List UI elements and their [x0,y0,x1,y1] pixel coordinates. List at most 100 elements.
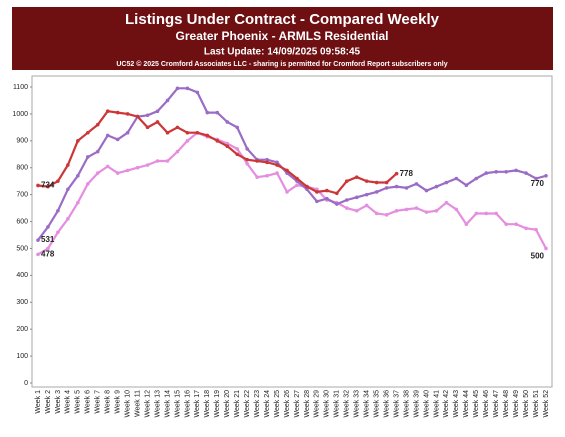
point [125,168,130,173]
point [105,164,110,169]
x-tick-label: Week 34 [364,390,371,418]
point [285,190,289,194]
point [46,225,50,229]
point [364,192,369,197]
point [235,147,240,151]
x-tick-label: Week 2 [45,390,52,414]
point [76,139,80,143]
point [225,144,230,148]
point [195,90,200,95]
point [384,180,389,185]
point [275,160,279,165]
point [205,110,210,115]
x-tick-label: Week 4 [65,390,72,414]
point [315,187,319,192]
point [524,226,528,231]
point [185,139,190,143]
point [95,149,100,154]
x-tick-label: Week 3 [55,390,62,414]
point [544,174,548,178]
x-tick-label: Week 1 [35,390,42,414]
point [175,86,180,91]
point [364,179,369,183]
point [135,114,140,119]
plot-frame [31,75,553,388]
data-label: 778 [400,169,414,178]
point [95,122,100,127]
point [86,155,90,159]
x-tick-label: Week 25 [274,390,281,418]
point [245,157,249,162]
chart-title: Listings Under Contract - Compared Weekl… [125,11,440,28]
x-tick-label: Week 18 [204,390,211,418]
y-tick-label: 900 [16,138,28,145]
y-tick-label: 400 [16,272,28,279]
point [404,186,409,190]
point [36,183,40,188]
x-tick-label: Week 22 [244,390,251,418]
point [175,149,180,154]
point [454,176,459,181]
x-tick-label: Week 38 [403,390,410,418]
point [125,130,130,135]
data-label: 500 [531,252,545,261]
x-tick-label: Week 8 [105,390,112,414]
point [66,217,70,221]
point [265,160,269,165]
x-tick-label: Week 20 [224,390,231,418]
point [374,211,379,216]
x-tick-label: Week 31 [334,390,341,418]
point [504,169,508,174]
point [36,238,40,242]
x-tick-label: Week 51 [533,390,540,418]
point [315,199,319,204]
y-tick-label: 600 [16,218,28,225]
point [265,157,269,162]
point [364,203,369,208]
x-tick-label: Week 35 [374,390,381,418]
x-tick-label: Week 32 [344,390,351,418]
point [46,184,50,189]
series-line [37,87,547,241]
point [484,171,489,175]
x-tick-label: Week 19 [214,390,221,418]
data-label: 770 [531,179,545,188]
point [235,125,240,130]
point [66,163,70,167]
point [344,206,349,210]
x-tick-label: Week 23 [254,390,261,418]
point [414,182,419,186]
point [335,191,339,196]
x-tick-label: Week 47 [493,390,500,418]
y-tick-label: 1100 [13,84,28,91]
x-tick-label: Week 29 [314,390,321,418]
point [46,246,50,251]
point [195,130,200,135]
point [205,133,210,138]
point [325,196,329,201]
y-tick-label: 300 [16,299,28,306]
point [295,183,299,188]
point [494,211,498,216]
point [115,110,120,115]
y-tick-label: 500 [16,245,28,252]
point [404,207,409,212]
point [394,208,399,213]
point [215,139,220,143]
update-text: Last Update: 14/09/2025 09:58:45 [204,47,361,58]
x-tick-label: Week 44 [463,390,470,418]
point [105,133,110,138]
x-tick-label: Week 9 [115,390,122,414]
x-tick-label: Week 15 [174,390,181,418]
point [394,171,399,176]
point [524,171,528,175]
point [265,174,269,178]
series-line [37,131,547,256]
point [344,179,349,183]
x-tick-label: Week 50 [523,390,530,418]
y-tick-label: 100 [16,353,28,360]
point [115,137,120,142]
x-tick-label: Week 10 [124,390,131,418]
x-tick-label: Week 39 [413,390,420,418]
